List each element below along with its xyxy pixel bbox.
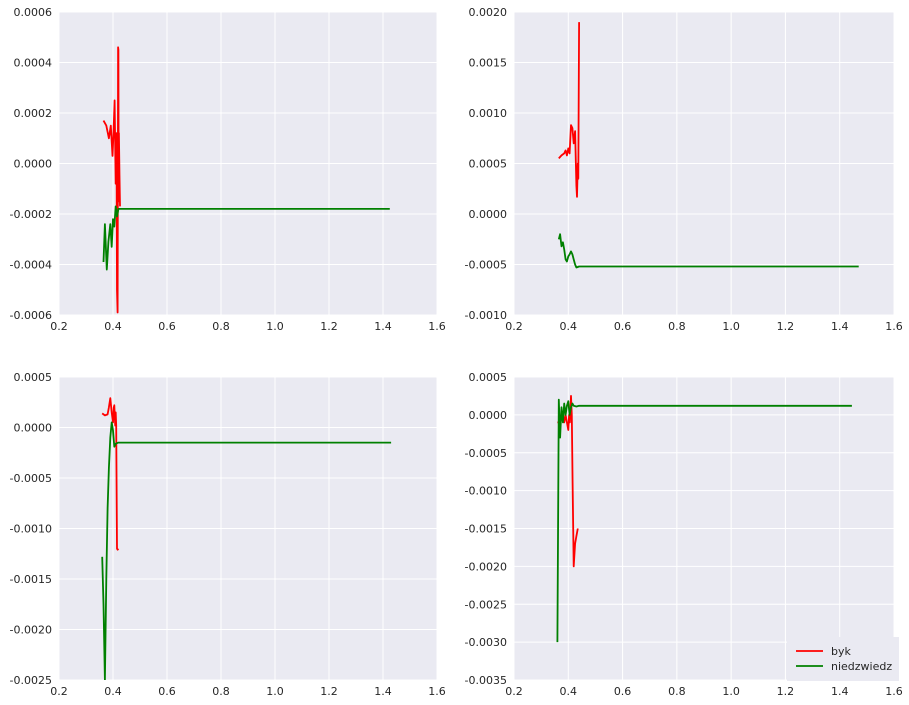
y-tick-label: -0.0010 <box>10 523 52 536</box>
x-tick-label: 0.4 <box>560 320 578 333</box>
series-line-green <box>557 233 859 269</box>
x-tick-label: 1.2 <box>777 320 795 333</box>
x-tick-label: 1.6 <box>428 685 446 698</box>
y-tick-label: -0.0006 <box>10 309 52 322</box>
x-tick-label: 0.2 <box>50 685 68 698</box>
subplot-3: 0.2 0.4 0.6 0.8 1.0 1.2 1.4 1.6 -0.0025 -0.0020 -0… <box>10 371 446 698</box>
y-tick-label: 0.0005 <box>14 371 53 384</box>
y-tick-label: -0.0005 <box>465 447 507 460</box>
x-tick-label: 1.0 <box>722 685 740 698</box>
legend-box <box>787 637 899 681</box>
y-tick-label: 0.0004 <box>14 57 53 70</box>
y-tick-label: 0.0015 <box>469 57 508 70</box>
y-tick-label: 0.0002 <box>14 107 53 120</box>
x-tick-label: 0.6 <box>614 320 632 333</box>
y-tick-label: 0.0000 <box>469 208 508 221</box>
x-tick-label: 0.2 <box>50 320 68 333</box>
y-tick-label: -0.0025 <box>465 598 507 611</box>
y-tick-label: 0.0000 <box>469 409 508 422</box>
legend: byk niedzwiedz <box>787 637 899 681</box>
subplot-2: 0.2 0.4 0.6 0.8 1.0 1.2 1.4 1.6 -0.0010 -0.0005 0.… <box>465 6 903 333</box>
x-tick-label: 0.8 <box>212 320 230 333</box>
x-tick-label: 1.6 <box>885 320 903 333</box>
x-tick-label: 0.6 <box>158 320 176 333</box>
x-tick-label: 1.2 <box>320 320 338 333</box>
y-tick-label: 0.0000 <box>14 158 53 171</box>
subplots-container: 0.2 0.4 0.6 0.8 1.0 1.2 1.4 1.6 -0.0006 -0.0004 -0… <box>10 6 903 698</box>
y-tick-label: -0.0010 <box>465 485 507 498</box>
y-tick-label: -0.0015 <box>465 523 507 536</box>
subplot-1: 0.2 0.4 0.6 0.8 1.0 1.2 1.4 1.6 -0.0006 -0.0004 -0… <box>10 6 446 333</box>
y-tick-label: 0.0005 <box>469 158 508 171</box>
y-tick-label: 0.0020 <box>469 6 508 19</box>
x-tick-label: 0.8 <box>668 685 686 698</box>
x-tick-label: 1.6 <box>885 685 903 698</box>
y-tick-label: -0.0020 <box>10 624 52 637</box>
y-tick-label: -0.0002 <box>10 208 52 221</box>
y-tick-label: -0.0030 <box>465 636 507 649</box>
x-tick-label: 0.4 <box>104 685 122 698</box>
series-line-green <box>102 205 390 271</box>
x-tick-label: 1.0 <box>722 320 740 333</box>
x-tick-label: 1.6 <box>428 320 446 333</box>
x-tick-label: 0.6 <box>158 685 176 698</box>
x-tick-label: 1.4 <box>374 685 392 698</box>
x-tick-label: 0.4 <box>104 320 122 333</box>
series-line-green <box>101 421 392 680</box>
y-tick-label: 0.0005 <box>469 371 508 384</box>
legend-label-byk: byk <box>831 645 851 658</box>
y-tick-label: -0.0035 <box>465 674 507 687</box>
x-tick-label: 1.2 <box>320 685 338 698</box>
x-tick-label: 1.0 <box>266 685 284 698</box>
series-line-red <box>558 22 580 198</box>
series-line-red <box>102 46 121 314</box>
series-line-red <box>101 397 120 551</box>
y-tick-label: -0.0005 <box>465 259 507 272</box>
y-tick-label: 0.0000 <box>14 422 53 435</box>
x-tick-label: 0.6 <box>614 685 632 698</box>
y-tick-label: -0.0020 <box>465 560 507 573</box>
x-tick-label: 0.2 <box>505 320 523 333</box>
subplot-4: 0.2 0.4 0.6 0.8 1.0 1.2 1.4 1.6 -0.0035 -0.0030 -0… <box>465 371 903 698</box>
x-tick-label: 1.4 <box>831 685 849 698</box>
x-tick-label: 1.4 <box>374 320 392 333</box>
y-tick-label: -0.0005 <box>10 472 52 485</box>
x-tick-label: 1.2 <box>777 685 795 698</box>
x-tick-label: 1.0 <box>266 320 284 333</box>
y-tick-label: 0.0006 <box>14 6 53 19</box>
legend-label-niedzwiedz: niedzwiedz <box>831 660 892 673</box>
x-tick-label: 0.2 <box>505 685 523 698</box>
y-tick-label: 0.0010 <box>469 107 508 120</box>
x-tick-label: 0.4 <box>560 685 578 698</box>
x-tick-label: 1.4 <box>831 320 849 333</box>
x-tick-label: 0.8 <box>668 320 686 333</box>
series-line-niedzwiedz <box>556 398 852 643</box>
y-tick-label: -0.0025 <box>10 674 52 687</box>
y-tick-label: -0.0010 <box>465 309 507 322</box>
y-tick-label: -0.0015 <box>10 573 52 586</box>
x-tick-label: 0.8 <box>212 685 230 698</box>
y-tick-label: -0.0004 <box>10 259 52 272</box>
